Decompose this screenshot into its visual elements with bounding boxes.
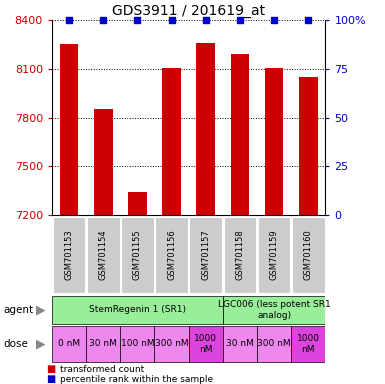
Text: ■: ■ [46,374,55,384]
Point [237,17,243,23]
Text: GSM701157: GSM701157 [201,230,210,280]
Text: GSM701160: GSM701160 [304,230,313,280]
Point [169,17,175,23]
Text: 0 nM: 0 nM [58,339,80,349]
Text: 30 nM: 30 nM [226,339,254,349]
Text: 100 nM: 100 nM [121,339,154,349]
Bar [292,217,325,293]
Text: GSM701156: GSM701156 [167,230,176,280]
Bar [189,326,223,362]
Text: GSM701158: GSM701158 [235,230,244,280]
Bar [87,217,120,293]
Text: GSM701154: GSM701154 [99,230,108,280]
Text: 30 nM: 30 nM [89,339,117,349]
Text: ▶: ▶ [35,303,45,316]
Text: GSM701155: GSM701155 [133,230,142,280]
Point [271,17,277,23]
Text: 300 nM: 300 nM [155,339,188,349]
Text: ■: ■ [46,364,55,374]
Bar [264,68,283,215]
Bar [155,217,188,293]
Bar [86,326,120,362]
Bar [154,326,189,362]
Text: percentile rank within the sample: percentile rank within the sample [60,375,213,384]
Bar [223,296,325,324]
Title: GDS3911 / 201619_at: GDS3911 / 201619_at [112,3,265,18]
Bar [257,326,291,362]
Bar [223,326,257,362]
Text: agent: agent [4,305,34,315]
Point [134,17,141,23]
Bar [94,109,113,215]
Bar [231,54,249,215]
Point [203,17,209,23]
Point [100,17,106,23]
Text: ▶: ▶ [35,338,45,351]
Text: dose: dose [4,339,29,349]
Bar [60,45,79,215]
Bar [52,296,223,324]
Text: transformed count: transformed count [60,365,144,374]
Text: 1000
nM: 1000 nM [297,334,320,354]
Text: LGC006 (less potent SR1
analog): LGC006 (less potent SR1 analog) [218,300,330,320]
Bar [52,326,86,362]
Text: 1000
nM: 1000 nM [194,334,217,354]
Bar [120,326,154,362]
Bar [121,217,154,293]
Text: GSM701153: GSM701153 [65,230,74,280]
Text: 300 nM: 300 nM [257,339,291,349]
Point [305,17,311,23]
Bar [128,192,147,215]
Bar [224,217,256,293]
Text: GSM701159: GSM701159 [270,230,279,280]
Bar [196,43,215,215]
Point [66,17,72,23]
Text: StemRegenin 1 (SR1): StemRegenin 1 (SR1) [89,306,186,314]
Bar [162,68,181,215]
Bar [53,217,85,293]
Bar [189,217,222,293]
Bar [258,217,290,293]
Bar [299,77,318,215]
Bar [291,326,325,362]
